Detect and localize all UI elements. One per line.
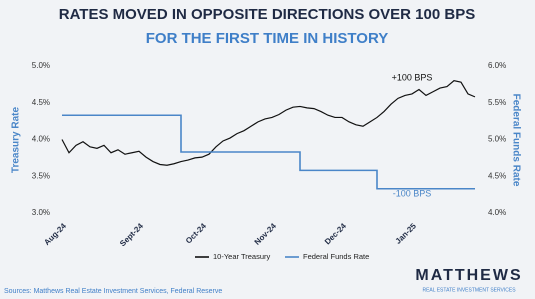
legend-label: Federal Funds Rate	[303, 252, 369, 261]
y2-tick-label: 6.0%	[488, 61, 506, 70]
x-tick-label: Aug-24	[42, 221, 68, 247]
annotation: -100 BPS	[393, 188, 432, 198]
source-note: Sources: Matthews Real Estate Investment…	[4, 288, 222, 295]
x-tick-label: Nov-24	[253, 221, 279, 247]
x-tick-label: Oct-24	[184, 221, 208, 245]
y-tick-label: 3.0%	[32, 208, 50, 217]
x-tick-label: Sept-24	[118, 221, 145, 248]
logo-name: MATTHEWS	[415, 267, 522, 284]
y-tick-label: 5.0%	[32, 61, 50, 70]
y2-tick-label: 4.5%	[488, 171, 506, 180]
y-tick-label: 3.5%	[32, 171, 50, 180]
y-axis-title: Treasury Rate	[11, 106, 22, 173]
y2-tick-label: 4.0%	[488, 208, 506, 217]
x-tick-label: Dec-24	[323, 221, 348, 246]
y-tick-label: 4.5%	[32, 98, 50, 107]
y2-tick-label: 5.5%	[488, 98, 506, 107]
y-tick-label: 4.0%	[32, 135, 50, 144]
y2-tick-label: 5.0%	[488, 135, 506, 144]
series-line	[62, 114, 475, 190]
x-tick-label: Jan-25	[394, 221, 419, 246]
series-line	[61, 80, 476, 166]
logo-tagline: REAL ESTATE INVESTMENT SERVICES	[422, 287, 516, 293]
legend-label: 10-Year Treasury	[213, 252, 271, 261]
chart-title: RATES MOVED IN OPPOSITE DIRECTIONS OVER …	[59, 6, 475, 23]
annotation: +100 BPS	[392, 72, 433, 82]
y2-axis-title: Federal Funds Rate	[510, 94, 521, 187]
chart-subtitle: FOR THE FIRST TIME IN HISTORY	[146, 30, 389, 47]
